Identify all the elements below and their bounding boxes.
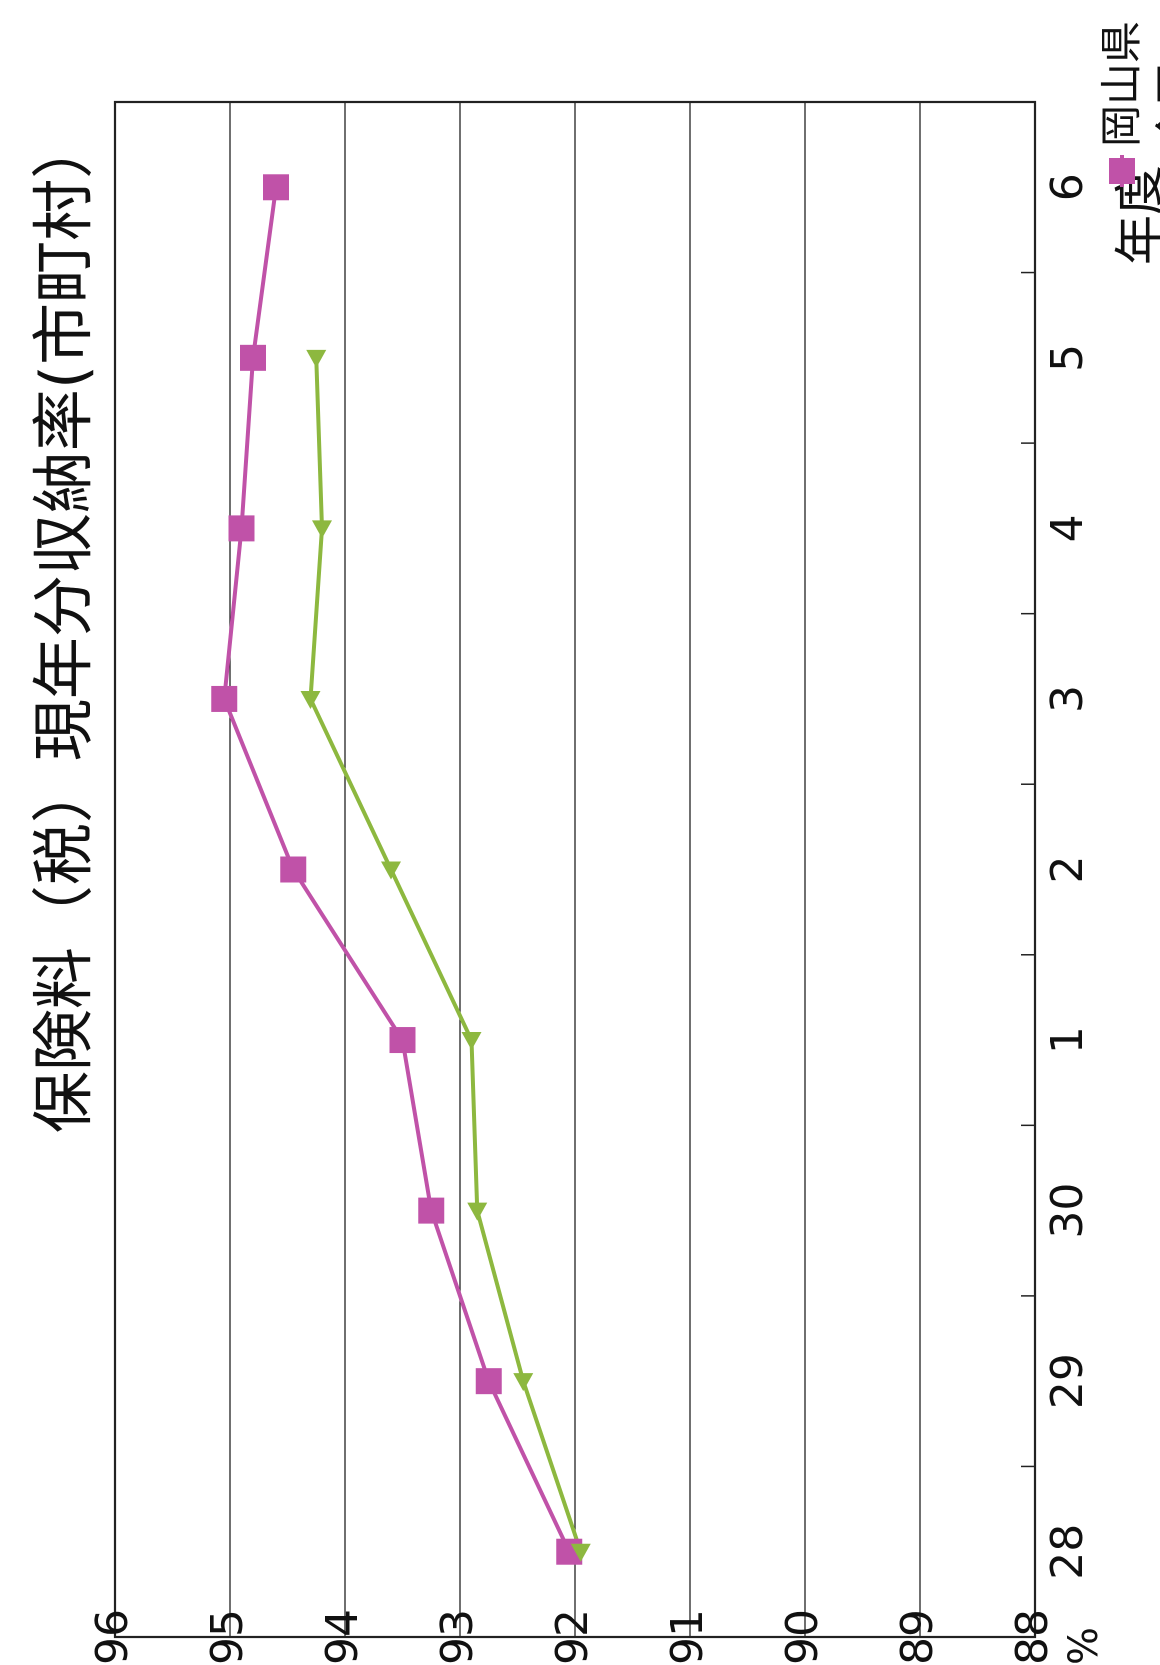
- x-tick-label: 5: [1042, 344, 1093, 372]
- data-point: [1109, 158, 1135, 184]
- series-lines: [222, 187, 583, 1553]
- data-point: [263, 174, 289, 201]
- x-tick-label: 1: [1042, 1026, 1093, 1054]
- chart-title: 保険料（税）現年分収納率(市町村）: [27, 117, 100, 1133]
- x-tick-label: 29: [1042, 1353, 1093, 1409]
- y-tick-label: 89: [892, 1609, 943, 1665]
- y-tick-label: 92: [547, 1609, 598, 1665]
- data-point: [228, 515, 255, 542]
- data-point: [381, 861, 401, 880]
- y-axis-labels: 88 89 90 91 92 93 94 95 96: [87, 1609, 1058, 1665]
- legend-label: 岡山県: [1097, 21, 1146, 147]
- plot-frame: [113, 100, 1037, 1639]
- y-tick-label: 95: [202, 1609, 253, 1665]
- x-tick-label: 30: [1042, 1183, 1093, 1239]
- legend: 岡山県 全国: [1097, 21, 1160, 187]
- data-point: [306, 349, 327, 368]
- x-ticks: [1021, 271, 1035, 1468]
- y-tick-label: 94: [317, 1609, 368, 1665]
- x-tick-label: 28: [1042, 1524, 1093, 1580]
- y-tick-label: 96: [87, 1609, 138, 1665]
- series-line: [222, 187, 572, 1553]
- series-markers: [211, 174, 591, 1565]
- series-line: [308, 357, 583, 1553]
- legend-label: 全国: [1152, 63, 1160, 147]
- x-tick-label: 3: [1042, 685, 1093, 713]
- data-point: [418, 1197, 445, 1224]
- x-axis-labels: 28 29 30 1 2 3 4 5 6: [1042, 173, 1093, 1579]
- y-tick-label: 88: [1007, 1609, 1058, 1665]
- gridlines: [229, 102, 921, 1637]
- data-point: [513, 1373, 534, 1392]
- data-point: [467, 1202, 488, 1221]
- y-tick-label: 91: [662, 1609, 713, 1665]
- data-point: [389, 1027, 416, 1054]
- y-axis-unit: %: [1061, 1627, 1107, 1665]
- x-tick-label: 4: [1042, 514, 1093, 542]
- y-tick-label: 90: [777, 1609, 828, 1665]
- y-tick-label: 93: [432, 1609, 483, 1665]
- data-point: [570, 1543, 591, 1562]
- data-point: [461, 1032, 482, 1051]
- data-point: [240, 344, 266, 371]
- data-point: [280, 856, 307, 883]
- data-point: [475, 1368, 502, 1395]
- data-point: [312, 520, 332, 539]
- data-point: [211, 685, 238, 712]
- data-point: [300, 690, 321, 709]
- x-tick-label: 6: [1042, 173, 1093, 201]
- x-tick-label: 2: [1042, 856, 1093, 884]
